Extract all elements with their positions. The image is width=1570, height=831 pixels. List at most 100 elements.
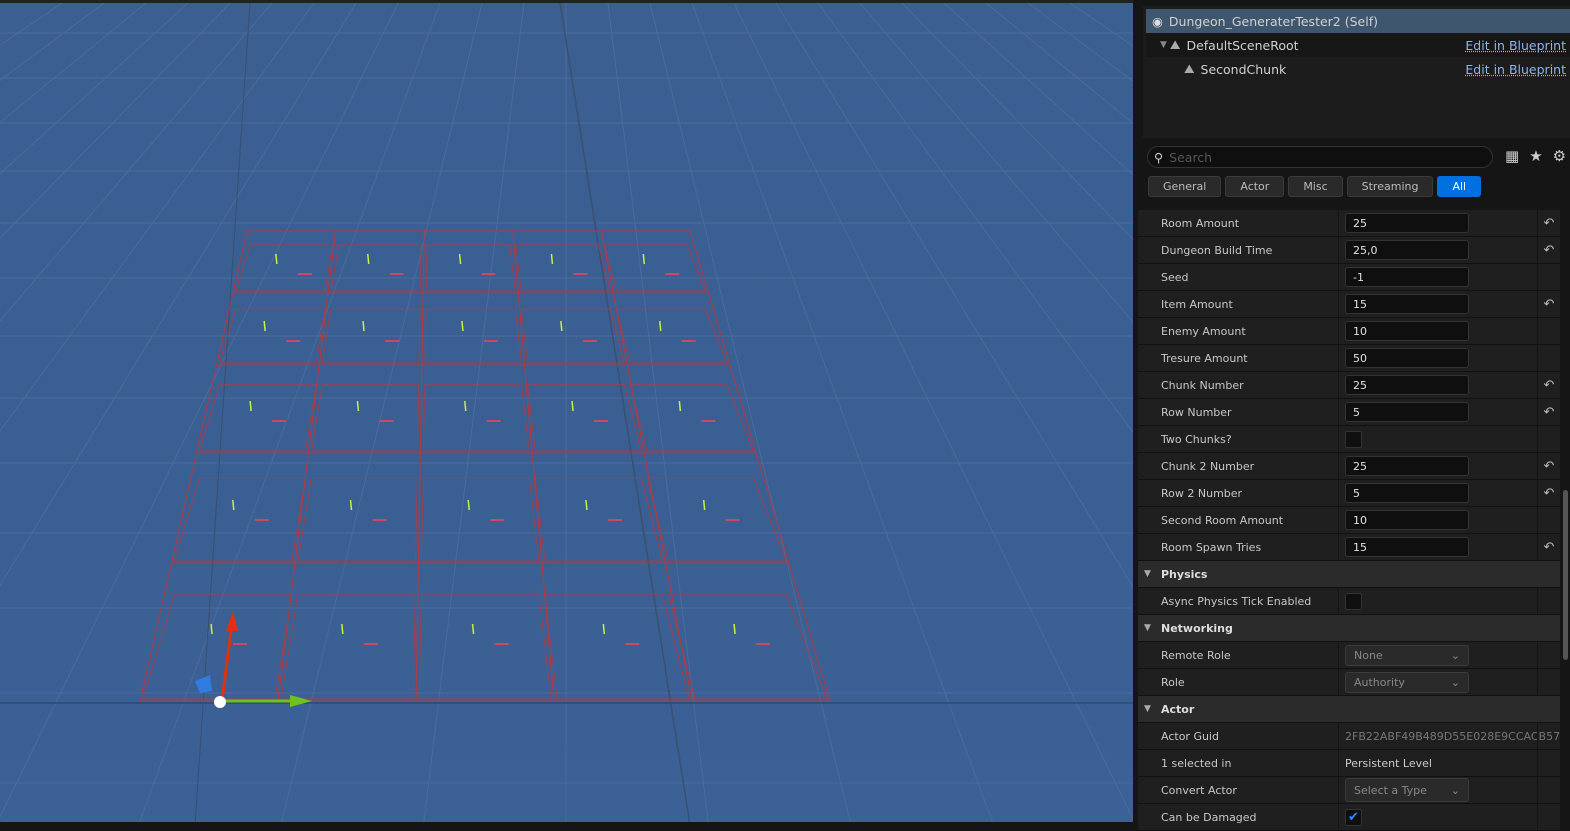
role-dropdown[interactable]: Authority ⌄: [1345, 672, 1469, 693]
convert-actor-dropdown[interactable]: Select a Type ⌄: [1345, 778, 1469, 802]
item-label: DefaultSceneRoot: [1186, 38, 1298, 53]
room-box: [416, 563, 554, 701]
category-networking[interactable]: ▼ Networking: [1138, 615, 1560, 642]
property-label: Actor Guid: [1161, 730, 1219, 743]
property-label: Room Amount: [1161, 217, 1239, 230]
tab-streaming[interactable]: Streaming: [1347, 176, 1434, 197]
property-row: Two Chunks?: [1138, 426, 1560, 453]
value-input[interactable]: 5: [1345, 483, 1469, 503]
checkbox[interactable]: [1345, 431, 1362, 448]
actor-guid-value: 2FB22ABF49B489D55E028E9CCACB57: [1345, 730, 1560, 743]
property-row: Can be Damaged ✔: [1138, 804, 1560, 831]
collapse-arrow-icon[interactable]: ▼: [1144, 569, 1151, 579]
tab-misc[interactable]: Misc: [1288, 176, 1342, 197]
room-box: [644, 453, 789, 563]
gizmo-y-arrow: [290, 695, 312, 707]
room-box-inner: [426, 245, 515, 291]
value-input[interactable]: 25,0: [1345, 240, 1469, 260]
grid-line: [860, 3, 1133, 822]
star-icon[interactable]: ★: [1529, 147, 1542, 165]
room-box: [525, 365, 645, 453]
property-row: Convert Actor Select a Type ⌄: [1138, 777, 1560, 804]
property-row: Row Number 5 ↶: [1138, 399, 1560, 426]
dropdown-value: None: [1354, 649, 1383, 662]
value-input[interactable]: 25: [1345, 456, 1469, 476]
value-input[interactable]: 10: [1345, 321, 1469, 341]
collapse-arrow-icon[interactable]: ▼: [1144, 623, 1151, 633]
reset-to-default-icon[interactable]: ↶: [1544, 297, 1555, 312]
checkbox[interactable]: ✔: [1345, 809, 1362, 826]
property-label: Role: [1161, 676, 1185, 689]
reset-to-default-icon[interactable]: ↶: [1544, 216, 1555, 231]
gear-icon[interactable]: ⚙: [1553, 147, 1566, 165]
checkbox[interactable]: [1345, 593, 1362, 610]
collapse-arrow-icon[interactable]: ▼: [1144, 704, 1151, 714]
level-viewport[interactable]: [0, 0, 1133, 822]
actor-sphere-icon: ◉: [1152, 14, 1163, 29]
reset-to-default-icon[interactable]: ↶: [1544, 486, 1555, 501]
property-label: 1 selected in: [1161, 757, 1231, 770]
spawn-marker: [250, 401, 251, 411]
room-box-inner: [421, 478, 538, 561]
tab-actor[interactable]: Actor: [1225, 176, 1284, 197]
reset-to-default-icon[interactable]: ↶: [1544, 540, 1555, 555]
expand-arrow-icon[interactable]: ▼: [1160, 40, 1167, 50]
property-label: Enemy Amount: [1161, 325, 1246, 338]
spawn-marker: [351, 500, 352, 510]
reset-to-default-icon[interactable]: ↶: [1544, 459, 1555, 474]
reset-to-default-icon[interactable]: ↶: [1544, 243, 1555, 258]
value-input[interactable]: 10: [1345, 510, 1469, 530]
property-row: Async Physics Tick Enabled: [1138, 588, 1560, 615]
room-box-inner: [236, 245, 333, 291]
spawn-marker: [679, 401, 680, 411]
room-box-inner: [199, 385, 316, 451]
value-input[interactable]: 50: [1345, 348, 1469, 368]
category-actor[interactable]: ▼ Actor: [1138, 696, 1560, 723]
property-row: Remote Role None ⌄: [1138, 642, 1560, 669]
item-label: SecondChunk: [1201, 62, 1287, 77]
room-box-inner: [419, 594, 551, 699]
value-input[interactable]: 15: [1345, 294, 1469, 314]
room-box-inner: [630, 385, 753, 451]
room-box-inner: [311, 385, 418, 451]
room-box: [171, 453, 308, 563]
details-panel: ◉ Dungeon_GeneraterTester2 (Self) ▼ ⛰ De…: [1135, 0, 1570, 822]
tab-general[interactable]: General: [1148, 176, 1221, 197]
edit-in-blueprint-link[interactable]: Edit in Blueprint: [1465, 38, 1566, 53]
spawn-marker: [572, 401, 573, 411]
category-title: Physics: [1161, 568, 1207, 581]
tree-root[interactable]: ◉ Dungeon_GeneraterTester2 (Self): [1146, 9, 1570, 33]
edit-in-blueprint-link[interactable]: Edit in Blueprint: [1465, 62, 1566, 77]
table-view-icon[interactable]: ▦: [1505, 147, 1519, 165]
grid-line: [0, 3, 146, 822]
spawn-marker: [357, 401, 358, 411]
property-label: Tresure Amount: [1161, 352, 1248, 365]
property-row: Item Amount 15 ↶: [1138, 291, 1560, 318]
room-box: [295, 453, 420, 563]
tree-item-secondchunk[interactable]: ⛰ SecondChunk Edit in Blueprint: [1146, 57, 1570, 81]
value-input[interactable]: 15: [1345, 537, 1469, 557]
grid-line: [0, 3, 104, 822]
dropdown-value: Authority: [1354, 676, 1405, 689]
remote-role-dropdown[interactable]: None ⌄: [1345, 645, 1469, 666]
value-input[interactable]: 5: [1345, 402, 1469, 422]
search-input[interactable]: ⚲ Search: [1147, 146, 1493, 168]
value-input[interactable]: -1: [1345, 267, 1469, 287]
grid-line: [986, 3, 1133, 822]
room-box: [319, 293, 423, 365]
gizmo-x-arrow: [195, 675, 212, 693]
reset-to-default-icon[interactable]: ↶: [1544, 405, 1555, 420]
spawn-marker: [363, 321, 364, 331]
value-input[interactable]: 25: [1345, 213, 1469, 233]
reset-to-default-icon[interactable]: ↶: [1544, 378, 1555, 393]
spawn-marker: [586, 500, 587, 510]
grid-line: [902, 3, 1133, 822]
tree-item-defaultsceneroot[interactable]: ▼ ⛰ DefaultSceneRoot Edit in Blueprint: [1146, 33, 1570, 57]
property-label: Dungeon Build Time: [1161, 244, 1272, 257]
tab-all[interactable]: All: [1437, 176, 1481, 197]
property-row: Actor Guid 2FB22ABF49B489D55E028E9CCACB57: [1138, 723, 1560, 750]
category-physics[interactable]: ▼ Physics: [1138, 561, 1560, 588]
property-label: Async Physics Tick Enabled: [1161, 595, 1311, 608]
scrollbar[interactable]: [1563, 490, 1568, 660]
value-input[interactable]: 25: [1345, 375, 1469, 395]
